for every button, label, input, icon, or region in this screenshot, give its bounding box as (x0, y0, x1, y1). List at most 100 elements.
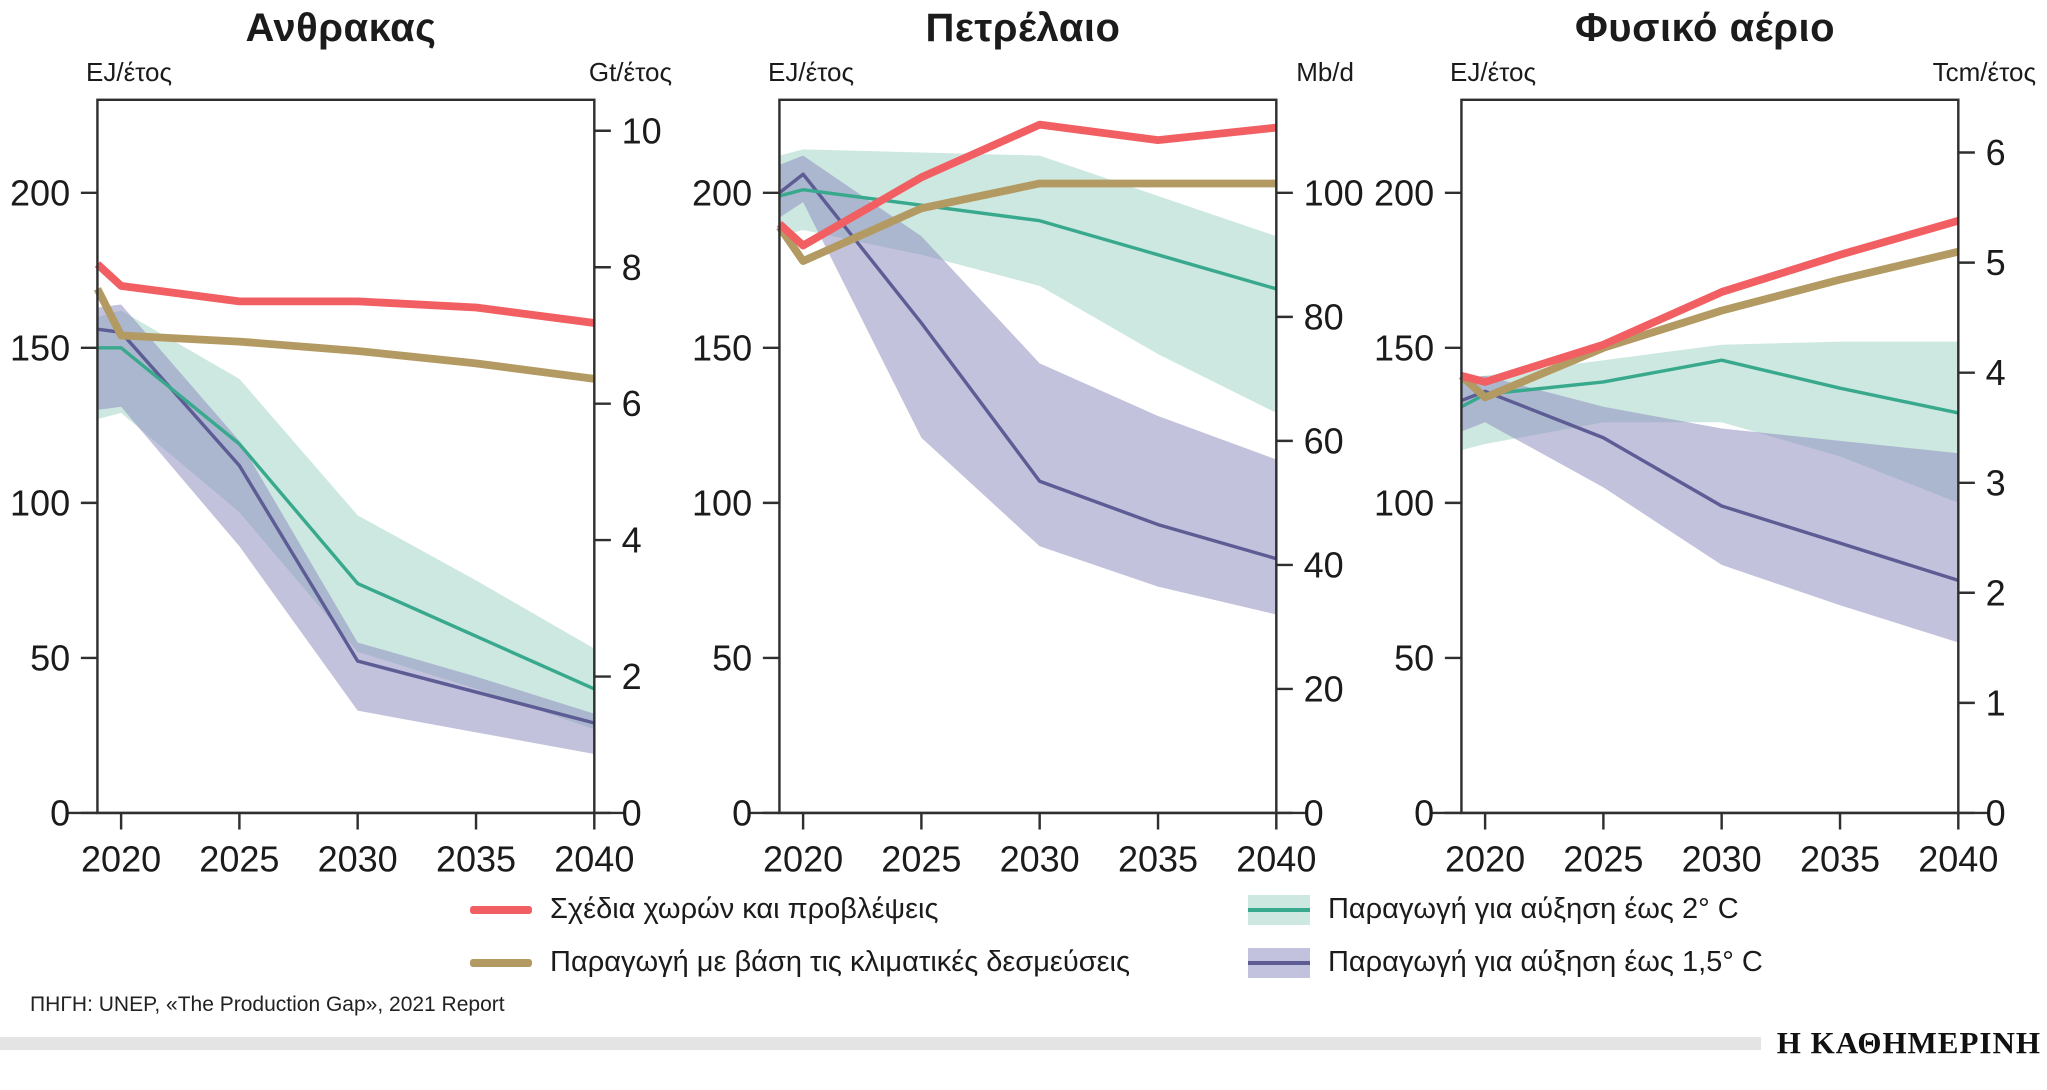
coal-chart-svg: 0 50 100 150 200 0 2 4 6 8 10 2020 2025 2030 2035 2040 (10, 98, 662, 879)
right-tick-label: 60 (1304, 420, 1344, 461)
right-tick-label: 4 (622, 520, 642, 561)
chart-title-gas: Φυσικό αέριο (1574, 6, 1836, 50)
plans-line (94, 261, 595, 327)
year-tick-label: 2035 (1800, 838, 1880, 879)
year-tick-label: 2030 (1682, 838, 1762, 879)
two-deg-line (778, 188, 1277, 291)
pledges-line (776, 179, 1277, 265)
right-tick-label: 0 (1304, 792, 1324, 833)
two-deg-line (97, 346, 596, 691)
year-tick-label: 2030 (1000, 838, 1080, 879)
year-tick-label: 2040 (1236, 838, 1316, 879)
right-tick-label: 5 (1986, 242, 2006, 283)
left-tick-label: 100 (692, 482, 752, 523)
right-axis-unit-oil: Mb/d (1296, 57, 1354, 87)
year-tick-label: 2030 (318, 838, 398, 879)
left-axis-unit-gas: EJ/έτος (1450, 57, 1537, 87)
source-note: ΠΗΓΗ: UNEP, «The Production Gap», 2021 R… (30, 993, 505, 1017)
two-deg-band (97, 310, 595, 730)
footer-row: Η ΚΑΘΗΜΕΡΙΝΗ (0, 1025, 2047, 1061)
left-tick-label: 200 (10, 172, 70, 213)
left-tick-label: 50 (712, 637, 752, 678)
year-tick-label: 2040 (554, 838, 634, 879)
right-tick-label: 20 (1304, 668, 1344, 709)
two-deg-band (1461, 341, 1959, 503)
left-tick-label: 50 (1394, 637, 1434, 678)
left-axis-unit-coal: EJ/έτος (86, 57, 173, 87)
footer-divider-bar (0, 1036, 1761, 1050)
right-tick-label: 80 (1304, 296, 1344, 337)
right-tick-label: 100 (1304, 172, 1364, 213)
left-tick-label: 100 (1374, 482, 1434, 523)
legend-label-two-deg: Παραγωγή για αύξηση έως 2° C (1327, 893, 1739, 926)
legend: Σχέδια χωρών και προβλέψεις Παραγωγή με … (470, 893, 2047, 979)
panel-oil: Πετρέλαιο EJ/έτος Mb/d 0 50 100 150 200 0 20 40… (682, 0, 1364, 883)
legend-item-plans: Σχέδια χωρών και προβλέψεις (470, 893, 1130, 926)
legend-column-bands: Παραγωγή για αύξηση έως 2° C Παραγωγή γι… (1247, 893, 1763, 979)
two-deg-line-swatch (1247, 907, 1310, 912)
right-tick-label: 4 (1986, 352, 2006, 393)
plans-line (1460, 216, 1960, 386)
year-tick-label: 2025 (1563, 838, 1643, 879)
panel-coal: Ανθρακας EJ/έτος Gt/έτος 0 50 100 150 200 0 2 4… (0, 0, 682, 883)
one-five-deg-band (779, 155, 1277, 615)
right-axis-unit-coal: Gt/έτος (588, 57, 672, 87)
left-tick-label: 0 (732, 792, 752, 833)
right-tick-label: 6 (1986, 132, 2006, 173)
right-tick-label: 40 (1304, 544, 1344, 585)
chart-title-oil: Πετρέλαιο (925, 6, 1121, 50)
plans-line-swatch (470, 905, 532, 914)
left-tick-label: 200 (1374, 172, 1434, 213)
year-tick-label: 2035 (1118, 838, 1198, 879)
left-tick-label: 50 (30, 637, 70, 678)
panel-gas: Φυσικό αέριο EJ/έτος Tcm/έτος 0 50 100 150 2… (1364, 0, 2046, 883)
pledges-line (1458, 247, 1960, 402)
one-five-deg-line (778, 172, 1277, 561)
right-tick-label: 0 (1986, 792, 2006, 833)
year-tick-label: 2025 (881, 838, 961, 879)
right-tick-label: 6 (622, 383, 642, 424)
right-axis-unit-gas: Tcm/έτος (1932, 57, 2036, 87)
year-tick-label: 2040 (1918, 838, 1998, 879)
legend-item-pledges: Παραγωγή με βάση τις κλιματικές δεσμεύσε… (470, 946, 1130, 979)
year-tick-label: 2020 (81, 838, 161, 879)
plans-line (776, 120, 1277, 250)
right-tick-label: 2 (622, 656, 642, 697)
pledges-line (93, 287, 595, 383)
legend-label-one-five-deg: Παραγωγή για αύξηση έως 1,5° C (1327, 946, 1763, 979)
left-tick-label: 150 (1374, 327, 1434, 368)
right-tick-label: 3 (1986, 462, 2006, 503)
left-tick-label: 150 (692, 327, 752, 368)
gas-chart-svg: 0 50 100 150 200 0 1 2 3 4 5 6 2020 2025 2030 2035 2040 (1374, 98, 2006, 879)
legend-item-two-deg: Παραγωγή για αύξηση έως 2° C (1247, 893, 1763, 926)
left-tick-label: 200 (692, 172, 752, 213)
right-tick-label: 1 (1986, 682, 2006, 723)
year-tick-label: 2020 (1445, 838, 1525, 879)
one-five-deg-band-swatch (1247, 947, 1310, 978)
right-tick-label: 0 (622, 792, 642, 833)
chart-title-coal: Ανθρακας (245, 6, 437, 50)
year-tick-label: 2020 (763, 838, 843, 879)
chart-panels: Ανθρακας EJ/έτος Gt/έτος 0 50 100 150 200 0 2 4… (0, 0, 2046, 883)
two-deg-band-swatch (1247, 894, 1310, 925)
left-tick-label: 100 (10, 482, 70, 523)
left-tick-label: 0 (50, 792, 70, 833)
right-tick-label: 2 (1986, 572, 2006, 613)
left-tick-label: 150 (10, 327, 70, 368)
legend-label-plans: Σχέδια χωρών και προβλέψεις (550, 893, 939, 926)
one-five-deg-line-swatch (1247, 960, 1310, 965)
axis-units-coal: EJ/έτος Gt/έτος (0, 57, 682, 92)
axis-units-gas: EJ/έτος Tcm/έτος (1364, 57, 2046, 92)
left-axis-unit-oil: EJ/έτος (768, 57, 855, 87)
right-tick-label: 8 (622, 247, 642, 288)
legend-item-one-five-deg: Παραγωγή για αύξηση έως 1,5° C (1247, 946, 1763, 979)
one-five-deg-band (1461, 375, 1959, 643)
left-tick-label: 0 (1414, 792, 1434, 833)
axis-units-oil: EJ/έτος Mb/d (682, 57, 1364, 92)
kathimerini-logo: Η ΚΑΘΗΜΕΡΙΝΗ (1776, 1025, 2041, 1061)
legend-label-pledges: Παραγωγή με βάση τις κλιματικές δεσμεύσε… (550, 946, 1130, 979)
legend-column-lines: Σχέδια χωρών και προβλέψεις Παραγωγή με … (470, 893, 1130, 979)
year-tick-label: 2035 (436, 838, 516, 879)
